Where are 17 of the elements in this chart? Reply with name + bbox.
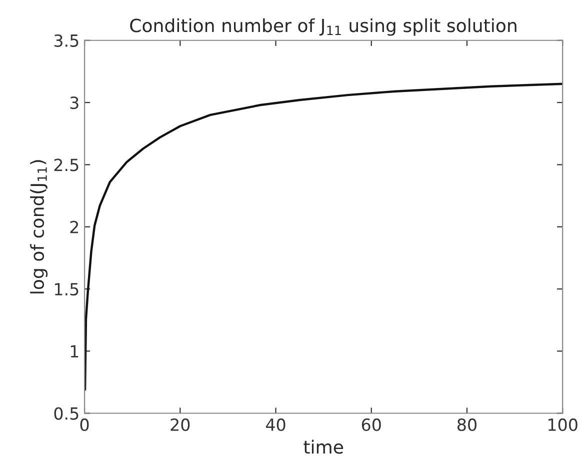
line-series [84, 82, 563, 391]
y-tick-label: 1.5 [55, 283, 78, 296]
x-tick-label: 20 [170, 418, 190, 432]
x-tick-label: 60 [362, 418, 381, 432]
chart-title: Condition number of J$_{11}$ using split solution [130, 18, 516, 36]
y-tick-label: 3 [70, 96, 78, 110]
y-axis-title: log of cond(J$_{11}$) [30, 160, 48, 294]
x-axis-title: time [304, 440, 343, 454]
x-tick-label: 0 [80, 418, 89, 432]
y-tick-label: 2.5 [54, 158, 78, 172]
x-tick-label: 80 [458, 418, 476, 432]
y-tick-label: 0.5 [54, 407, 78, 420]
y-tick-label: 3.5 [54, 34, 78, 47]
x-tick-label: 40 [266, 418, 286, 432]
y-tick-label: 2 [70, 220, 78, 234]
y-tick-label: 1 [70, 345, 78, 358]
x-tick-label: 100 [548, 418, 578, 432]
